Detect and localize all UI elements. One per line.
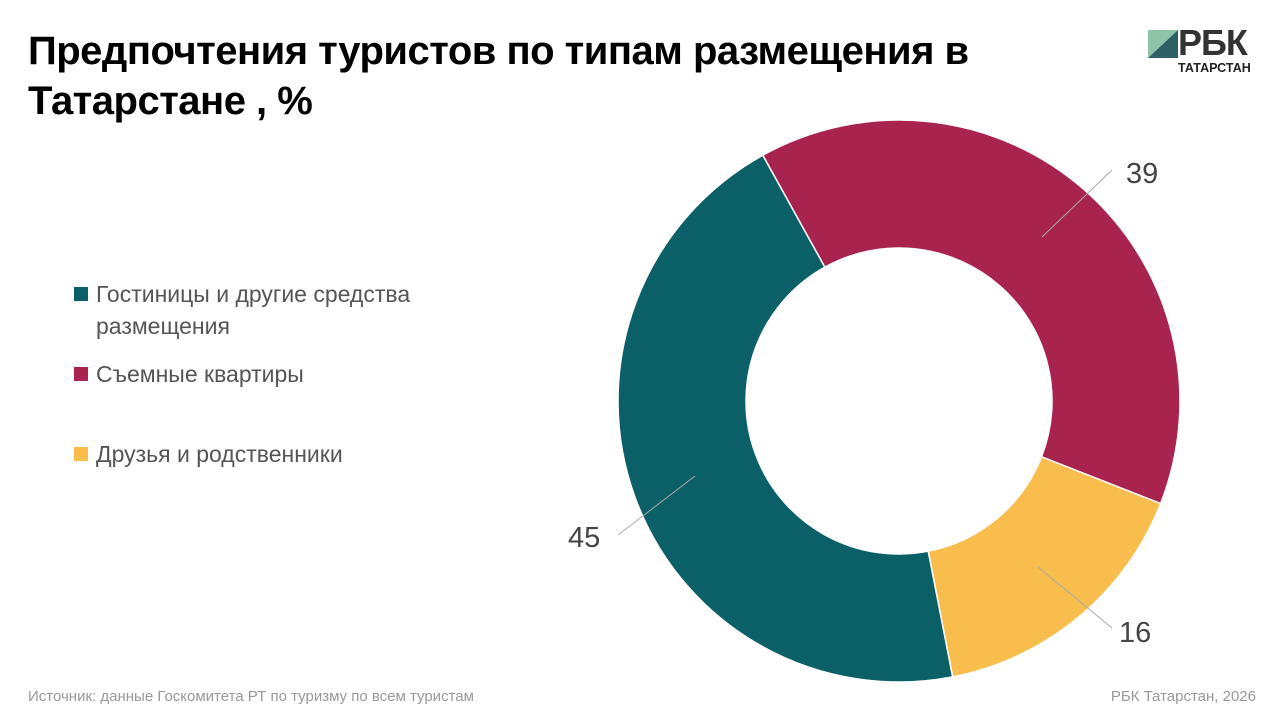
leader-line-hotels <box>617 475 696 536</box>
legend-swatch <box>74 287 88 301</box>
legend-item-rentals: Съемные квартиры <box>74 358 304 390</box>
legend-item-friends: Друзья и родственники <box>74 438 343 470</box>
data-label-friends: 16 <box>1119 617 1151 649</box>
slice-rentals <box>761 119 1181 505</box>
source-note: Источник: данные Госкомитета РТ по туриз… <box>28 688 474 705</box>
leader-line-friends <box>1037 566 1113 629</box>
legend-label: Съемные квартиры <box>96 361 304 387</box>
legend-label: Друзья и родственники <box>96 441 343 467</box>
legend-swatch <box>74 447 88 461</box>
chart-title: Предпочтения туристов по типам размещени… <box>28 29 969 123</box>
data-label-rentals: 39 <box>1126 158 1158 190</box>
data-label-hotels: 45 <box>568 522 600 554</box>
leader-line-rentals <box>1041 169 1113 238</box>
legend-swatch <box>74 367 88 381</box>
legend-label: Гостиницы и другие средства размещения <box>96 281 411 339</box>
rbk-logo: РБК ТАТАРСТАН <box>1148 22 1258 78</box>
slice-friends <box>927 455 1162 678</box>
credit-note: РБК Татарстан, 2026 <box>1110 688 1256 705</box>
logo-mark-icon <box>1148 30 1178 58</box>
logo-sub: ТАТАРСТАН <box>1178 61 1251 75</box>
legend-item-hotels: Гостиницы и другие средства размещения <box>74 278 486 342</box>
slice-hotels <box>617 154 954 683</box>
logo-main: РБК <box>1178 22 1248 63</box>
